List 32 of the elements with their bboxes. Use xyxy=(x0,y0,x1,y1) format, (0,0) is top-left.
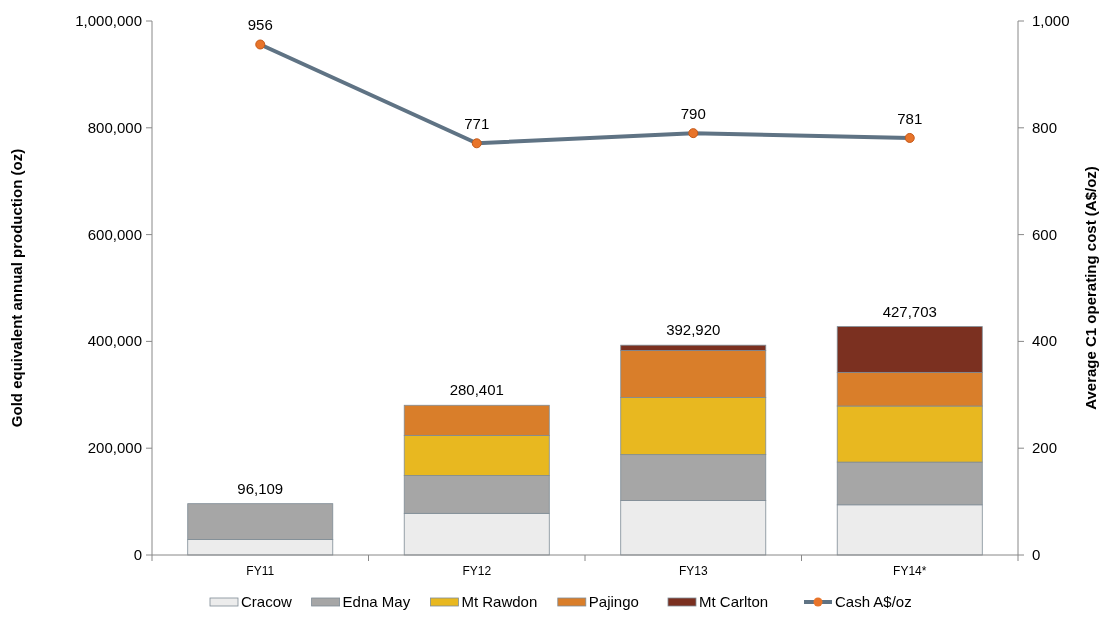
total-label: 427,703 xyxy=(882,302,937,320)
legend-label: Edna May xyxy=(342,593,411,610)
y2-tick-label: 600 xyxy=(1032,225,1058,243)
y2-axis-title: Average C1 operating cost (A$/oz) xyxy=(1082,166,1099,410)
y-tick-label: 400,000 xyxy=(87,332,142,350)
legend-label: Cash A$/oz xyxy=(835,593,912,610)
y-tick-label: 200,000 xyxy=(87,439,142,457)
y-tick-label: 600,000 xyxy=(87,225,142,243)
legend-label: Cracow xyxy=(241,593,293,610)
y2-tick-label: 800 xyxy=(1032,118,1058,136)
y-tick-label: 1,000,000 xyxy=(75,12,142,29)
total-label: 96,109 xyxy=(237,479,284,497)
y2-tick-label: 200 xyxy=(1032,439,1058,457)
total-label: 392,920 xyxy=(666,321,721,339)
data-label: 781 xyxy=(897,109,923,127)
y2-tick-label: 400 xyxy=(1032,332,1058,350)
total-label: 280,401 xyxy=(449,381,504,399)
y2-tick-label: 0 xyxy=(1032,546,1041,563)
y-tick-label: 0 xyxy=(133,546,142,563)
x-tick-label: FY11 xyxy=(246,564,275,578)
legend-label: Mt Rawdon xyxy=(461,593,538,610)
data-label: 771 xyxy=(464,115,490,133)
x-tick-label: FY14* xyxy=(893,564,927,578)
data-label: 790 xyxy=(680,105,706,123)
y-axis-title: Gold equivalent annual production (oz) xyxy=(8,148,25,428)
x-tick-label: FY12 xyxy=(462,564,492,578)
x-tick-label: FY13 xyxy=(678,564,708,578)
data-label: 956 xyxy=(247,16,273,34)
legend-label: Mt Carlton xyxy=(699,593,769,610)
y-tick-label: 800,000 xyxy=(87,118,142,136)
y2-tick-label: 1,000 xyxy=(1032,12,1070,29)
legend-label: Pajingo xyxy=(588,593,639,610)
